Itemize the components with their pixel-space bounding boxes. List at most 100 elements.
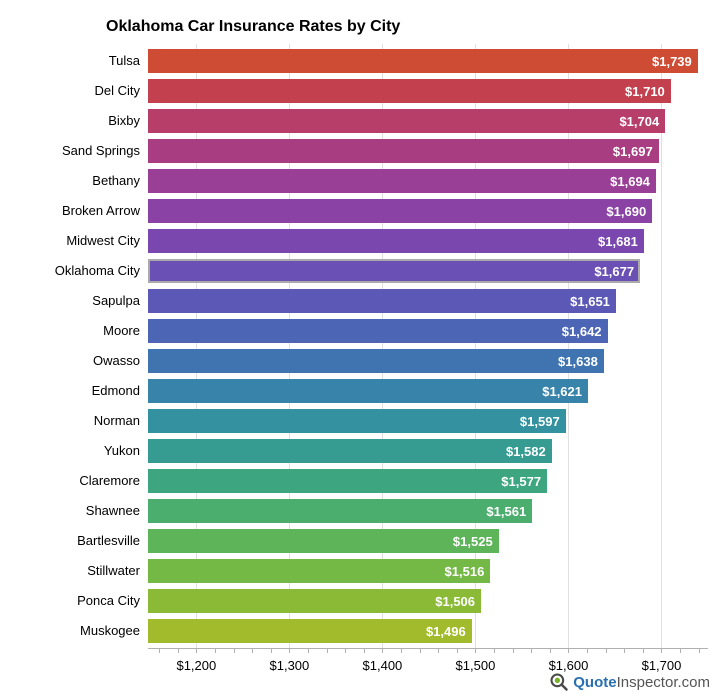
x-minor-tick: [550, 648, 551, 653]
bar-value-label: $1,677: [594, 264, 634, 279]
y-axis-label: Owasso: [93, 353, 140, 368]
x-minor-tick: [587, 648, 588, 653]
bar: $1,697: [148, 139, 659, 163]
x-axis-tick-label: $1,500: [456, 658, 496, 673]
y-axis-label: Yukon: [104, 443, 140, 458]
bar: $1,621: [148, 379, 588, 403]
x-minor-tick: [308, 648, 309, 653]
x-minor-tick: [159, 648, 160, 653]
bar-row: $1,496: [148, 619, 708, 643]
bar-row: $1,697: [148, 139, 708, 163]
bar-value-label: $1,739: [652, 54, 692, 69]
x-minor-tick: [699, 648, 700, 653]
x-minor-tick: [680, 648, 681, 653]
bar-row: $1,638: [148, 349, 708, 373]
bar: $1,516: [148, 559, 490, 583]
bar: $1,561: [148, 499, 532, 523]
bar-value-label: $1,642: [562, 324, 602, 339]
x-minor-tick: [178, 648, 179, 653]
bar-row: $1,710: [148, 79, 708, 103]
y-axis-label: Midwest City: [66, 233, 140, 248]
x-minor-tick: [364, 648, 365, 653]
y-axis-label: Tulsa: [109, 53, 140, 68]
x-minor-tick: [438, 648, 439, 653]
bar-value-label: $1,638: [558, 354, 598, 369]
bar-value-label: $1,597: [520, 414, 560, 429]
gridline: [568, 44, 569, 648]
x-minor-tick: [531, 648, 532, 653]
x-minor-tick: [568, 648, 569, 653]
bar-row: $1,621: [148, 379, 708, 403]
bar-value-label: $1,577: [501, 474, 541, 489]
bar-row: $1,690: [148, 199, 708, 223]
bar: $1,694: [148, 169, 656, 193]
bar-row: $1,506: [148, 589, 708, 613]
bar-row: $1,516: [148, 559, 708, 583]
bar-row: $1,525: [148, 529, 708, 553]
bar-row: $1,681: [148, 229, 708, 253]
plot-area: $1,739 $1,710 $1,704 $1,697 $1,694 $1,690 $1,6…: [148, 44, 708, 648]
bar: $1,739: [148, 49, 698, 73]
bar-value-label: $1,651: [570, 294, 610, 309]
y-axis-label: Norman: [94, 413, 140, 428]
bar-value-label: $1,582: [506, 444, 546, 459]
bar: $1,704: [148, 109, 665, 133]
gridline: [196, 44, 197, 648]
x-minor-tick: [457, 648, 458, 653]
x-axis-tick-label: $1,600: [549, 658, 589, 673]
bar-value-label: $1,506: [435, 594, 475, 609]
attribution-brand-plain: Inspector.com: [617, 674, 710, 691]
bar: $1,496: [148, 619, 472, 643]
y-axis-label: Broken Arrow: [62, 203, 140, 218]
x-minor-tick: [196, 648, 197, 653]
x-minor-tick: [271, 648, 272, 653]
y-axis-label: Claremore: [79, 473, 140, 488]
bar: $1,597: [148, 409, 566, 433]
bar-value-label: $1,681: [598, 234, 638, 249]
x-axis-tick-label: $1,400: [363, 658, 403, 673]
x-axis-tick-label: $1,300: [270, 658, 310, 673]
x-minor-tick: [401, 648, 402, 653]
x-minor-tick: [382, 648, 383, 653]
y-axis-label: Bixby: [108, 113, 140, 128]
bar: $1,710: [148, 79, 671, 103]
x-minor-tick: [624, 648, 625, 653]
x-minor-tick: [289, 648, 290, 653]
bar: $1,577: [148, 469, 547, 493]
bar-value-label: $1,621: [542, 384, 582, 399]
x-axis-tick-label: $1,200: [176, 658, 216, 673]
bar-row: $1,577: [148, 469, 708, 493]
x-axis-tick-label: $1,700: [642, 658, 682, 673]
x-minor-tick: [513, 648, 514, 653]
bar: $1,506: [148, 589, 481, 613]
bar-row: $1,642: [148, 319, 708, 343]
x-minor-tick: [420, 648, 421, 653]
bar-row: $1,597: [148, 409, 708, 433]
y-axis-label: Ponca City: [77, 593, 140, 608]
y-axis-label: Edmond: [92, 383, 140, 398]
x-minor-tick: [475, 648, 476, 653]
bar-row: $1,561: [148, 499, 708, 523]
bar-value-label: $1,496: [426, 624, 466, 639]
y-axis-label: Del City: [94, 83, 140, 98]
bar: $1,651: [148, 289, 616, 313]
y-axis-label: Bethany: [92, 173, 140, 188]
y-axis-label: Bartlesville: [77, 533, 140, 548]
gridline: [661, 44, 662, 648]
bar-row: $1,694: [148, 169, 708, 193]
bar-value-label: $1,697: [613, 144, 653, 159]
bar-value-label: $1,710: [625, 84, 665, 99]
x-minor-tick: [494, 648, 495, 653]
x-minor-tick: [606, 648, 607, 653]
bar-row: $1,582: [148, 439, 708, 463]
x-minor-tick: [643, 648, 644, 653]
y-axis-label: Muskogee: [80, 623, 140, 638]
x-minor-tick: [661, 648, 662, 653]
bar: $1,642: [148, 319, 608, 343]
bar-value-label: $1,704: [619, 114, 659, 129]
attribution: QuoteInspector.com: [549, 672, 710, 692]
bar: $1,681: [148, 229, 644, 253]
bar: $1,690: [148, 199, 652, 223]
magnifier-icon: [549, 672, 569, 692]
attribution-brand-bold: Quote: [573, 674, 616, 691]
